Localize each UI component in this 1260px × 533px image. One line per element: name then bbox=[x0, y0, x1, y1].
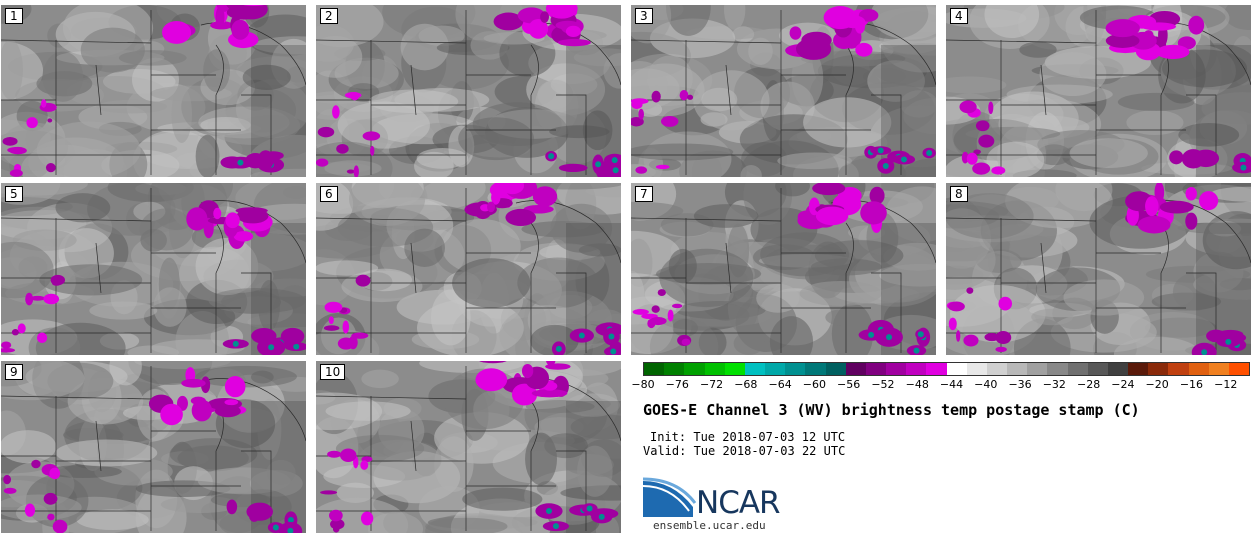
colorbar-tick-label: −32 bbox=[1042, 378, 1066, 391]
colorbar-swatch bbox=[1027, 363, 1048, 375]
colorbar-tick-label: −44 bbox=[939, 378, 964, 391]
colorbar-tick-label: −80 bbox=[631, 378, 655, 391]
colorbar-tick-label: −52 bbox=[871, 378, 895, 391]
colorbar-ticks: −80 −76 −72 −68 −64 −60 −56 −52 −48 −44 −40 −36 −32−… bbox=[631, 378, 1258, 394]
colorbar-tick-label: −48 bbox=[905, 378, 929, 391]
panel-number-label: 6 bbox=[320, 186, 338, 202]
colorbar bbox=[643, 362, 1250, 376]
colorbar-swatch bbox=[744, 363, 766, 375]
map-panel-10: 10 bbox=[316, 361, 621, 533]
colorbar-tick-label: −68 bbox=[734, 378, 758, 391]
colorbar-swatch bbox=[805, 363, 826, 375]
colorbar-tick-label: −12 bbox=[1214, 378, 1238, 391]
colorbar-swatch bbox=[886, 363, 907, 375]
colorbar-tick-label: −28 bbox=[1076, 378, 1101, 391]
source-url: ensemble.ucar.edu bbox=[653, 519, 766, 532]
colorbar-swatch bbox=[946, 363, 967, 375]
colorbar-tick-label: −20 bbox=[1145, 378, 1169, 391]
ncar-logo-text: NCAR bbox=[696, 485, 781, 521]
map-panel-9: 9 bbox=[1, 361, 306, 533]
colorbar-swatch bbox=[1087, 363, 1108, 375]
colorbar-swatch bbox=[1067, 363, 1088, 375]
colorbar-swatch bbox=[1128, 363, 1149, 375]
map-panel-6: 6 bbox=[316, 183, 621, 355]
colorbar-tick-label: −16 bbox=[1179, 378, 1204, 391]
panel-number-label: 7 bbox=[635, 186, 653, 202]
colorbar-swatch bbox=[1007, 363, 1028, 375]
colorbar-swatch bbox=[684, 363, 705, 375]
panel-number-label: 1 bbox=[5, 8, 23, 24]
map-panel-8: 8 bbox=[946, 183, 1251, 355]
map-panel-2: 2 bbox=[316, 5, 621, 177]
colorbar-swatch bbox=[1208, 363, 1229, 375]
ncar-logo-icon bbox=[643, 477, 697, 517]
colorbar-swatch bbox=[1188, 363, 1209, 375]
colorbar-swatch bbox=[785, 363, 806, 375]
panel-number-label: 8 bbox=[950, 186, 968, 202]
colorbar-swatch bbox=[865, 363, 887, 375]
map-panel-3: 3 bbox=[631, 5, 936, 177]
colorbar-swatch bbox=[765, 363, 786, 375]
colorbar-tick-label: −56 bbox=[837, 378, 861, 391]
map-panel-5: 5 bbox=[1, 183, 306, 355]
map-panel-7: 7 bbox=[631, 183, 936, 355]
colorbar-swatch bbox=[1148, 363, 1169, 375]
colorbar-swatch bbox=[845, 363, 866, 375]
colorbar-swatch bbox=[664, 363, 685, 375]
valid-time: Valid: Tue 2018-07-03 22 UTC bbox=[643, 444, 846, 458]
colorbar-tick-label: −76 bbox=[665, 378, 689, 391]
colorbar-swatch bbox=[1228, 363, 1250, 375]
colorbar-swatch bbox=[724, 363, 745, 375]
colorbar-tick-label: −72 bbox=[699, 378, 724, 391]
panel-number-label: 4 bbox=[950, 8, 968, 24]
panel-number-label: 5 bbox=[5, 186, 23, 202]
colorbar-swatch bbox=[644, 363, 665, 375]
colorbar-swatch bbox=[986, 363, 1008, 375]
map-panel-1: 1 bbox=[1, 5, 306, 177]
init-time: Init: Tue 2018-07-03 12 UTC bbox=[650, 430, 846, 444]
colorbar-tick-label: −24 bbox=[1111, 378, 1135, 391]
colorbar-tick-label: −60 bbox=[802, 378, 826, 391]
colorbar-swatch bbox=[926, 363, 947, 375]
colorbar-swatch bbox=[1107, 363, 1129, 375]
colorbar-tick-label: −36 bbox=[1008, 378, 1032, 391]
figure-title: GOES-E Channel 3 (WV) brightness temp po… bbox=[643, 401, 1140, 419]
panel-number-label: 9 bbox=[5, 364, 23, 380]
colorbar-tick-label: −40 bbox=[974, 378, 998, 391]
colorbar-swatch bbox=[906, 363, 927, 375]
panel-number-label: 3 bbox=[635, 8, 653, 24]
colorbar-swatch bbox=[704, 363, 725, 375]
colorbar-swatch bbox=[1047, 363, 1068, 375]
map-panel-4: 4 bbox=[946, 5, 1251, 177]
colorbar-tick-label: −64 bbox=[768, 378, 792, 391]
colorbar-swatch bbox=[1168, 363, 1189, 375]
panel-number-label: 10 bbox=[320, 364, 346, 380]
colorbar-swatch bbox=[966, 363, 987, 375]
colorbar-swatch bbox=[825, 363, 846, 375]
panel-number-label: 2 bbox=[320, 8, 338, 24]
